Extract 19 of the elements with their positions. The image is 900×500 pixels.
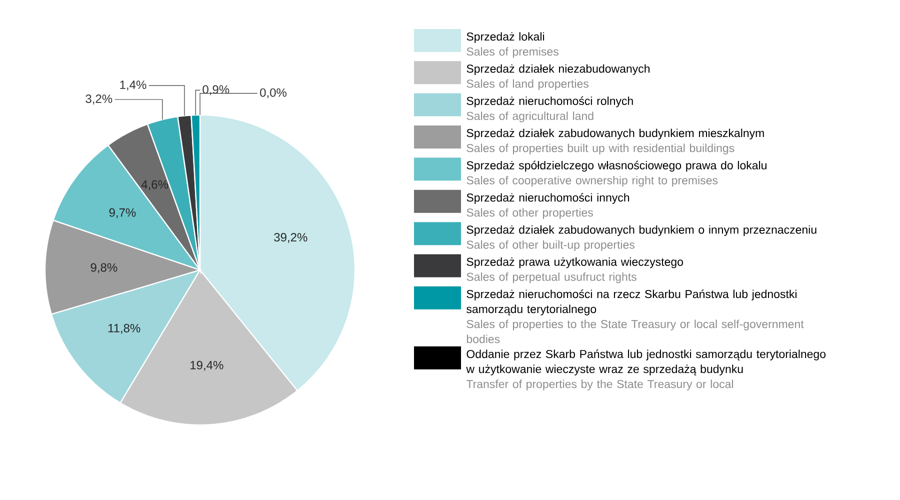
- legend-label: Sprzedaż nieruchomości na rzecz Skarbu Państwa lub jednostki samorządu terytorialnego Sales of properties to the State Treasury or local self-government bodies: [466, 290, 804, 344]
- data-label: 1,4%: [120, 80, 146, 90]
- data-label: 9,7%: [109, 208, 136, 218]
- legend-label: Sprzedaż działek zabudowanych budynkiem o innym przeznaczeniu Sales of other built-up properties: [466, 225, 816, 252]
- legend-label: Sprzedaż spółdzielczego własnościowego prawa do lokalu Sales of cooperative ownership right to premises: [466, 160, 766, 187]
- legend-label: Sprzedaż działek niezabudowanych Sales of land properties: [466, 64, 650, 90]
- legend-label: Sprzedaż lokali Sales of premises: [466, 32, 558, 58]
- legend-label: Sprzedaż prawa użytkowania wieczystego Sales of perpetual usufruct rights: [466, 257, 683, 284]
- data-label: 11,8%: [108, 324, 140, 334]
- text: 0,0%: [260, 88, 286, 98]
- data-label: 4,6%: [141, 180, 168, 190]
- data-label: 19,4%: [190, 360, 224, 371]
- legend-label: Sprzedaż nieruchomości rolnych Sales of agricultural land: [466, 96, 633, 122]
- data-label: 9,8%: [90, 263, 118, 274]
- data-label: 3,2%: [86, 94, 112, 104]
- legend-label: Oddanie przez Skarb Państwa lub jednostki samorządu terytorialnego w użytkowanie wieczyste wraz ze sprzedażą budynku Transfer of properties by the State Treasury or local: [466, 350, 826, 390]
- data-label: 39,2%: [274, 233, 308, 243]
- legend-label: Sprzedaż działek zabudowanych budynkiem mieszkalnym Sales of properties built up with residential buildings: [466, 128, 764, 154]
- legend-label: Sprzedaż nieruchomości innych Sales of other properties: [466, 193, 630, 219]
